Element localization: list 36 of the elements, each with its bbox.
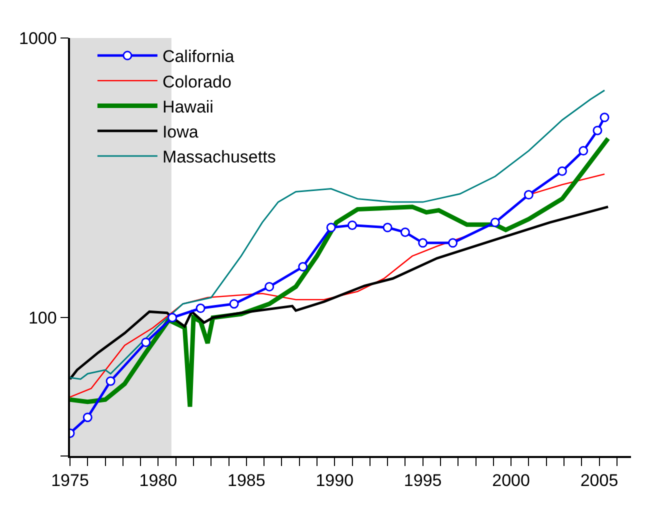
legend-label: Hawaii [162, 97, 214, 116]
point [592, 126, 602, 136]
point [524, 190, 534, 200]
point [298, 262, 308, 272]
point [400, 227, 410, 237]
point [229, 299, 239, 309]
x-tick-label: 1985 [228, 471, 266, 490]
point [418, 238, 428, 248]
point [82, 412, 92, 422]
y-tick-label: 1000 [19, 28, 57, 48]
x-tick-label: 1975 [51, 471, 89, 490]
point [382, 222, 392, 232]
point [106, 376, 116, 386]
point [326, 222, 336, 232]
x-tick-label: 1980 [139, 471, 178, 490]
point [141, 338, 151, 348]
x-tick-label: 1995 [404, 471, 442, 490]
x-tick-label: 2005 [580, 471, 618, 490]
point [600, 112, 610, 122]
point [448, 238, 458, 248]
legend-label: Colorado [162, 72, 232, 92]
point [578, 146, 588, 156]
point [348, 220, 358, 230]
legend-label: California [162, 47, 235, 66]
point [196, 304, 206, 314]
line-series [70, 90, 606, 380]
point [490, 218, 500, 228]
y-tick-label: 100 [28, 308, 57, 328]
point [168, 312, 178, 322]
x-tick-label: 2000 [492, 471, 530, 490]
point [264, 282, 274, 292]
line-series [70, 136, 610, 410]
point [557, 166, 567, 176]
legend-label: Massachusetts [162, 148, 276, 167]
x-tick-label: 1990 [316, 471, 354, 490]
legend-label: Iowa [162, 122, 199, 142]
